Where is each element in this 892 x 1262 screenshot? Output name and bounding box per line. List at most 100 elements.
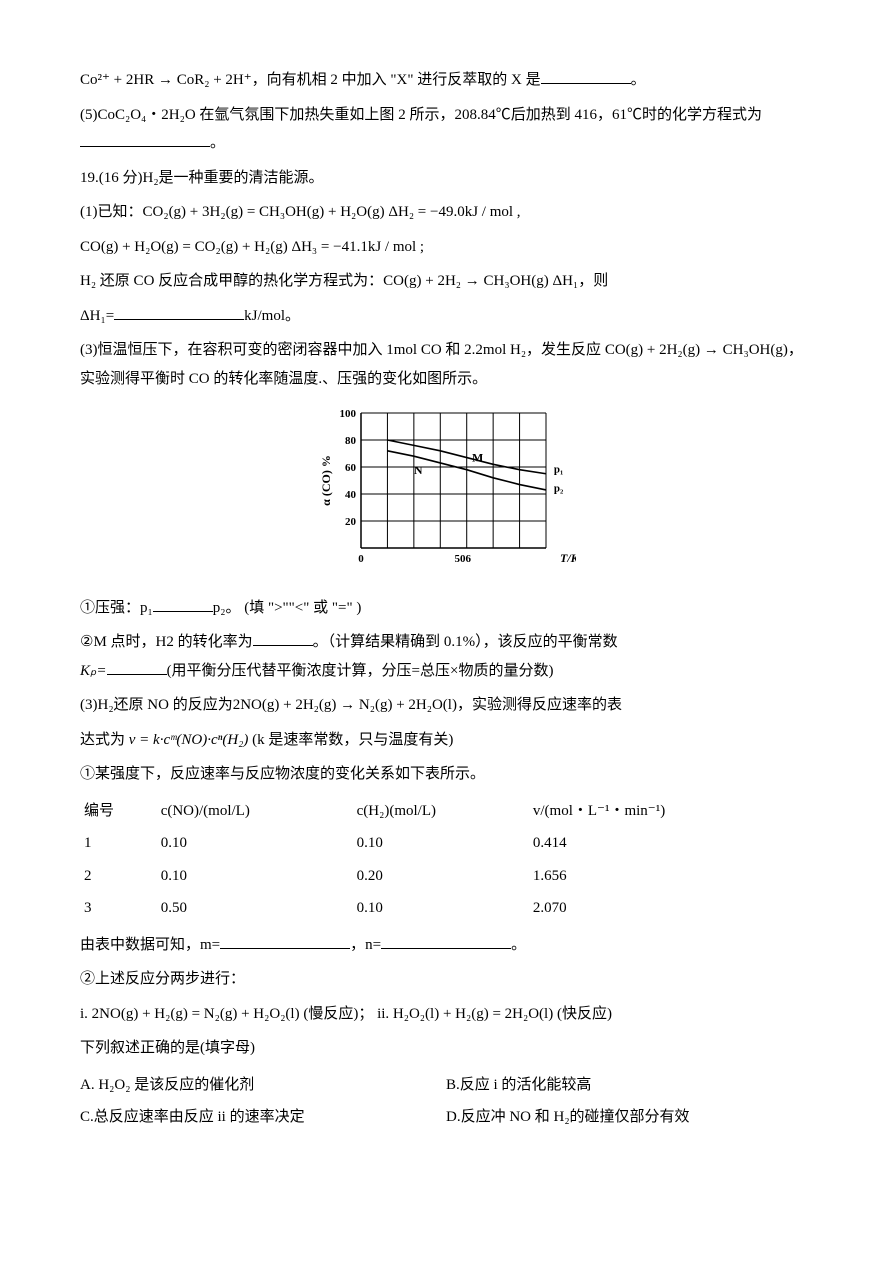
blank-h2conv — [253, 630, 313, 646]
cell: 0.20 — [353, 860, 529, 893]
th-v: v/(mol・L⁻¹・min⁻¹) — [529, 795, 812, 828]
line-eq2: CO(g) + H₂O(g) = CO₂(g) + H₂(g) ΔH₃ = −4… — [80, 233, 812, 262]
text: 。 — [210, 135, 225, 151]
svg-text:N: N — [414, 463, 423, 477]
line-known: (1)已知：CO₂(g) + 3H₂(g) = CH₃OH(g) + H₂O(g… — [80, 198, 812, 227]
cell: 3 — [80, 892, 157, 925]
line-two-step: ②上述反应分两步进行： — [80, 965, 812, 994]
eq-ii: ii. H₂O₂(l) + H₂(g) = 2H₂O(l) (快反应) — [377, 1006, 612, 1022]
text: ①压强：p₁ — [80, 600, 153, 616]
text: ①某强度下，反应速率与反应物浓度的变化关系如下表所示。 — [80, 766, 485, 782]
svg-text:T/K: T/K — [560, 551, 576, 565]
cell: 0.10 — [353, 892, 529, 925]
eq: CO(g) + 2H₂ → CH₃OH(g) ΔH₁ — [383, 273, 578, 289]
eq-i: i. 2NO(g) + H₂(g) = N₂(g) + H₂O₂(l) (慢反应… — [80, 1006, 373, 1022]
eq: CO(g) + 2H₂(g) → CH₃OH(g) — [605, 342, 788, 358]
cell: 2 — [80, 860, 157, 893]
eq1: CO₂(g) + 3H₂(g) = CH₃OH(g) + H₂O(g) ΔH₂ … — [143, 204, 521, 220]
line-m-conversion: ②M 点时，H2 的转化率为 。（计算结果精确到 0.1%），该反应的平衡常数 K… — [80, 628, 812, 685]
formula-co-hr: Co²⁺ + 2HR → CoR₂ + 2H⁺ — [80, 72, 252, 88]
blank-x — [541, 68, 631, 84]
blank-dh1 — [114, 304, 244, 320]
text: (5)CoC₂O₄・2H₂O 在氩气氛围下加热失重如上图 2 所示，208.84… — [80, 107, 762, 123]
text: ，向有机相 2 中加入 "X" 进行反萃取的 X 是 — [252, 72, 541, 88]
line-table-intro: ①某强度下，反应速率与反应物浓度的变化关系如下表所示。 — [80, 760, 812, 789]
text: (1)已知： — [80, 204, 143, 220]
blank-eq — [80, 131, 210, 147]
blank-kp — [107, 659, 167, 675]
line-correct-statement: 下列叙述正确的是(填字母) — [80, 1034, 812, 1063]
svg-text:80: 80 — [345, 435, 357, 447]
cell: 0.10 — [353, 827, 529, 860]
cell: 0.10 — [157, 860, 353, 893]
unit: kJ/mol。 — [244, 308, 300, 324]
svg-text:20: 20 — [345, 516, 357, 528]
text: 。 — [631, 72, 646, 88]
text: ，n= — [350, 937, 381, 953]
line-co-extraction: Co²⁺ + 2HR → CoR₂ + 2H⁺，向有机相 2 中加入 "X" 进… — [80, 66, 812, 95]
text: 下列叙述正确的是(填字母) — [80, 1040, 255, 1056]
th-ch2: c(H₂)(mol/L) — [353, 795, 529, 828]
svg-text:100: 100 — [340, 408, 357, 420]
conversion-chart: 204060801000506α (CO) %T/KMNp₁p₂ — [316, 403, 576, 573]
eq2: CO(g) + H₂O(g) = CO₂(g) + H₂(g) ΔH₃ = −4… — [80, 239, 424, 255]
line-mn: 由表中数据可知，m= ，n= 。 — [80, 931, 812, 960]
cell: 1.656 — [529, 860, 812, 893]
line-steps: i. 2NO(g) + H₂(g) = N₂(g) + H₂O₂(l) (慢反应… — [80, 1000, 812, 1029]
cell: 2.070 — [529, 892, 812, 925]
choice-b: B.反应 i 的活化能较高 — [446, 1069, 812, 1102]
text: 。 — [511, 937, 526, 953]
svg-text:p₂: p₂ — [554, 482, 564, 494]
blank-compare — [153, 596, 213, 612]
text: ，则 — [578, 273, 608, 289]
line-pressure-compare: ①压强：p₁ p₂。 (填 ">""<" 或 "=" ) — [80, 594, 812, 623]
text: ②上述反应分两步进行： — [80, 971, 245, 987]
table-row: 3 0.50 0.10 2.070 — [80, 892, 812, 925]
cell: 0.10 — [157, 827, 353, 860]
text: 达式为 — [80, 732, 125, 748]
line-methanol: H₂ 还原 CO 反应合成甲醇的热化学方程式为：CO(g) + 2H₂ → CH… — [80, 267, 812, 296]
blank-m — [220, 933, 350, 949]
text: H₂ 还原 CO 反应合成甲醇的热化学方程式为： — [80, 273, 383, 289]
kp-label: Kₚ= — [80, 663, 107, 679]
table-row: 2 0.10 0.20 1.656 — [80, 860, 812, 893]
text: ，实验测得反应速率的表 — [457, 697, 622, 713]
choices: A. H₂O₂ 是该反应的催化剂 B.反应 i 的活化能较高 C.总反应速率由反… — [80, 1069, 812, 1134]
table-row: 1 0.10 0.10 0.414 — [80, 827, 812, 860]
text: 。（计算结果精确到 0.1%），该反应的平衡常数 — [313, 634, 618, 650]
choice-a: A. H₂O₂ 是该反应的催化剂 — [80, 1069, 446, 1102]
choice-d: D.反应冲 NO 和 H₂的碰撞仅部分有效 — [446, 1101, 812, 1134]
prefix: ΔH₁= — [80, 308, 114, 324]
line-q5: (5)CoC₂O₄・2H₂O 在氩气氛围下加热失重如上图 2 所示，208.84… — [80, 101, 812, 158]
text: (3)恒温恒压下，在容积可变的密闭容器中加入 1mol CO 和 2.2mol … — [80, 342, 601, 358]
cell: 0.414 — [529, 827, 812, 860]
th-id: 编号 — [80, 795, 157, 828]
svg-text:α (CO) %: α (CO) % — [319, 455, 333, 506]
text: (3)H₂还原 NO 的反应为 — [80, 697, 233, 713]
cell: 0.50 — [157, 892, 353, 925]
table-header-row: 编号 c(NO)/(mol/L) c(H₂)(mol/L) v/(mol・L⁻¹… — [80, 795, 812, 828]
text: ②M 点时，H2 的转化率为 — [80, 634, 253, 650]
chart-container: 204060801000506α (CO) %T/KMNp₁p₂ — [80, 403, 812, 584]
svg-text:506: 506 — [455, 553, 472, 565]
eq: v = k·cᵐ(NO)·cⁿ(H₂) — [129, 732, 249, 748]
text: (k 是速率常数，只与温度有关) — [248, 732, 453, 748]
text: 由表中数据可知，m= — [80, 937, 220, 953]
rate-table: 编号 c(NO)/(mol/L) c(H₂)(mol/L) v/(mol・L⁻¹… — [80, 795, 812, 925]
line-q3-setup: (3)恒温恒压下，在容积可变的密闭容器中加入 1mol CO 和 2.2mol … — [80, 336, 812, 393]
line-rate-expr: 达式为 v = k·cᵐ(NO)·cⁿ(H₂) (k 是速率常数，只与温度有关) — [80, 726, 812, 755]
line-q19: 19.(16 分)H₂是一种重要的清洁能源。 — [80, 164, 812, 193]
text: p₂。 (填 ">""<" 或 "=" ) — [213, 600, 362, 616]
text: (用平衡分压代替平衡浓度计算，分压=总压×物质的量分数) — [167, 663, 554, 679]
svg-text:40: 40 — [345, 489, 357, 501]
cell: 1 — [80, 827, 157, 860]
th-cno: c(NO)/(mol/L) — [157, 795, 353, 828]
text: 19.(16 分)H₂是一种重要的清洁能源。 — [80, 170, 324, 186]
line-dh1: ΔH₁= kJ/mol。 — [80, 302, 812, 331]
svg-text:p₁: p₁ — [554, 463, 563, 475]
line-no-reduction: (3)H₂还原 NO 的反应为2NO(g) + 2H₂(g) → N₂(g) +… — [80, 691, 812, 720]
blank-n — [381, 933, 511, 949]
svg-text:M: M — [472, 451, 483, 465]
eq: 2NO(g) + 2H₂(g) → N₂(g) + 2H₂O(l) — [233, 697, 457, 713]
choice-c: C.总反应速率由反应 ii 的速率决定 — [80, 1101, 446, 1134]
